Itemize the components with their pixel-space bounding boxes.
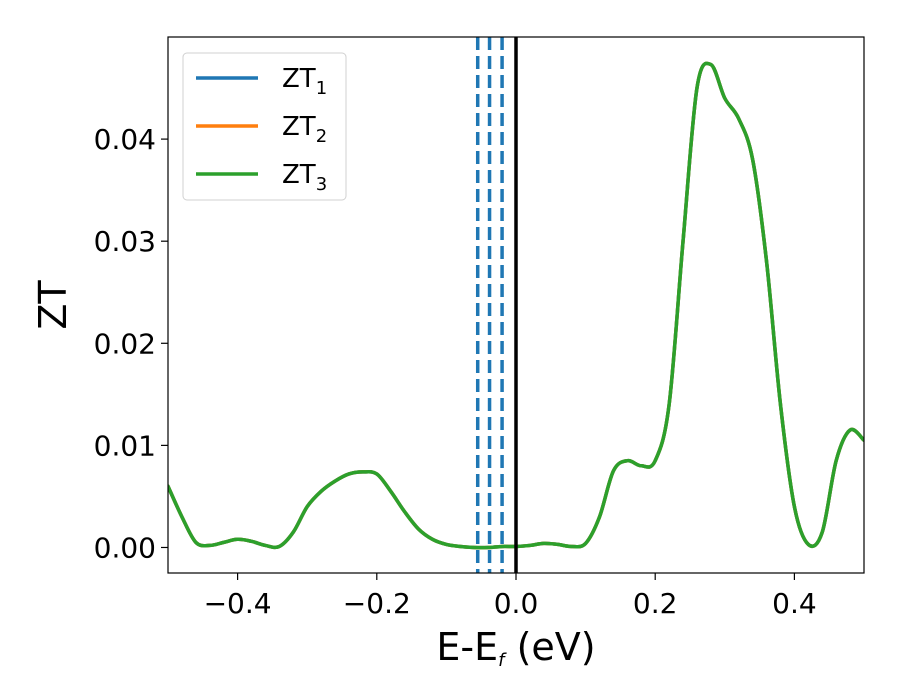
x-axis: −0.4 −0.2 0.0 0.2 0.4 [204, 573, 817, 620]
y-tick-label: 0.00 [94, 531, 156, 564]
legend-frame [182, 52, 347, 201]
x-tick-label: 0.0 [494, 587, 539, 620]
series-line-zt3 [168, 61, 864, 550]
x-axis-title: E-Ef (eV) [436, 625, 595, 671]
y-axis-title: ZT [31, 280, 75, 330]
x-tick-label: −0.2 [343, 587, 411, 620]
x-tick-label: 0.4 [772, 587, 817, 620]
y-tick-label: 0.01 [94, 429, 156, 462]
x-tick-label: −0.4 [204, 587, 272, 620]
y-tick-label: 0.02 [94, 327, 156, 360]
y-axis: 0.00 0.01 0.02 0.03 0.04 [94, 123, 168, 564]
x-tick-label: 0.2 [633, 587, 678, 620]
legend-label: ZT1 [282, 64, 327, 99]
legend: ZT1 ZT2 ZT3 [182, 52, 347, 201]
y-tick-label: 0.03 [94, 225, 156, 258]
legend-label: ZT3 [282, 160, 327, 195]
legend-label: ZT2 [282, 112, 327, 147]
y-tick-label: 0.04 [94, 123, 156, 156]
plot-area [168, 37, 864, 573]
